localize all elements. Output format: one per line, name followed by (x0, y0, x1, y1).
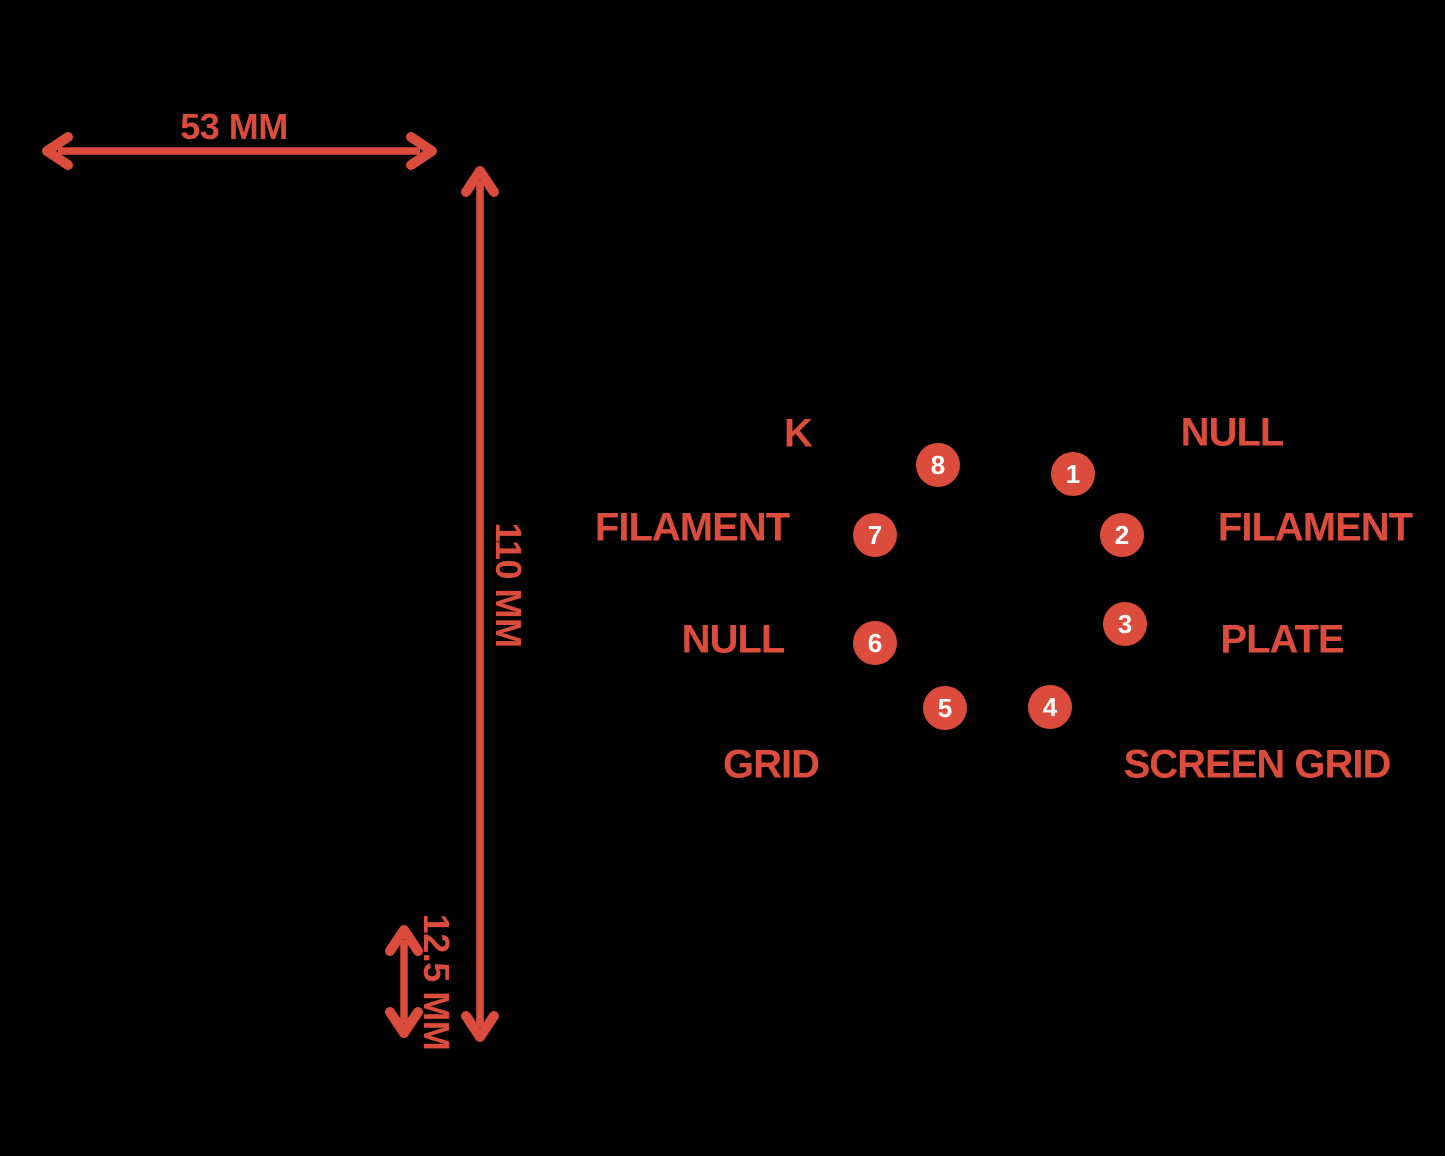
pin-4-marker: 4 (1028, 685, 1072, 729)
pin-8-marker: 8 (916, 443, 960, 487)
width-dimension-arrow (42, 132, 437, 170)
pin-7-marker: 7 (853, 513, 897, 557)
pin-5-function-label: GRID (723, 742, 820, 787)
pin-6-marker: 6 (853, 621, 897, 665)
pin-3-function-label: PLATE (1220, 617, 1344, 662)
pin-4-function-label: SCREEN GRID (1123, 742, 1392, 787)
tube-height-label: 110 MM (488, 522, 529, 648)
pin-1-function-label: NULL (1180, 410, 1285, 455)
tube-width-label: 53 MM (180, 106, 288, 147)
pin-6-function-label: NULL (681, 617, 786, 662)
height-dimension-arrow (461, 166, 499, 1042)
pin-7-function-label: FILAMENT (594, 505, 790, 550)
pin-8-function-label: K (784, 411, 813, 456)
pin-2-marker: 2 (1100, 513, 1144, 557)
pin-height-label: 12.5 MM (416, 913, 457, 1051)
pin-5-marker: 5 (923, 686, 967, 730)
pin-1-marker: 1 (1051, 452, 1095, 496)
pin-3-marker: 3 (1103, 602, 1147, 646)
pin-2-function-label: FILAMENT (1217, 505, 1413, 550)
pin-length-dimension-arrow (385, 925, 423, 1038)
